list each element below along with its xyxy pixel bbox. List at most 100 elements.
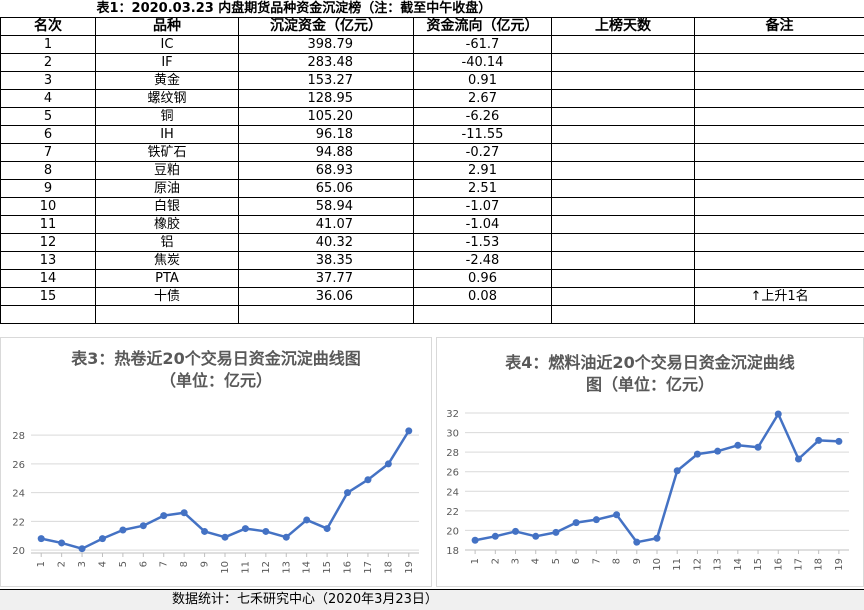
cell-note [695,54,864,72]
x-tick-label: 19 [834,558,845,571]
cell-flow: 0.08 [414,288,552,306]
cell-note [695,72,864,90]
header-flow: 资金流向（亿元） [414,18,552,36]
data-point [532,533,539,540]
x-tick-label: 5 [118,561,129,567]
cell-name: 铜 [96,108,239,126]
y-tick-label: 20 [12,546,25,557]
cell-name: 黄金 [96,72,239,90]
cell-note [695,180,864,198]
x-tick-label: 9 [632,558,643,564]
cell-note [695,144,864,162]
cell-name: 白银 [96,198,239,216]
x-tick-label: 7 [591,558,602,564]
x-tick-label: 7 [159,561,170,567]
cell-amount: 36.06 [239,288,414,306]
data-point [385,460,392,467]
data-point [303,516,310,523]
cell-note [695,270,864,288]
cell-days [552,72,695,90]
cell-name: 橡胶 [96,216,239,234]
capital-ranking-table: 表1：2020.03.23 内盘期货品种资金沉淀榜（注：截至中午收盘） 名次 品… [0,0,864,324]
x-tick-label: 18 [814,558,825,571]
cell-amount: 37.77 [239,270,414,288]
x-tick-label: 12 [692,558,703,571]
table-title: 表1：2020.03.23 内盘期货品种资金沉淀榜（注：截至中午收盘） [1,0,695,18]
cell-rank: 12 [1,234,96,252]
cell-rank: 2 [1,54,96,72]
cell-days [552,144,695,162]
cell-rank: 9 [1,180,96,198]
cell-rank: 1 [1,36,96,54]
cell-days [552,270,695,288]
cell-rank: 6 [1,126,96,144]
cell-amount: 41.07 [239,216,414,234]
data-point [222,534,229,541]
x-tick-label: 12 [261,561,272,574]
data-point [492,533,499,540]
cell-amount: 128.95 [239,90,414,108]
data-point [262,528,269,535]
cell-rank: 14 [1,270,96,288]
data-point [242,525,249,532]
footer: 数据统计：七禾研究中心（2020年3月23日） [0,589,864,610]
cell-rank: 7 [1,144,96,162]
x-tick-label: 9 [200,561,211,567]
cell-flow: -11.55 [414,126,552,144]
data-point [201,528,208,535]
data-point [714,448,721,455]
cell-note [695,198,864,216]
cell-note [695,36,864,54]
cell-note [695,108,864,126]
cell-days [552,216,695,234]
cell-amount: 65.06 [239,180,414,198]
data-point [795,455,802,462]
cell-amount: 105.20 [239,108,414,126]
data-point [38,535,45,542]
x-tick-label: 14 [302,561,313,574]
data-point [775,410,782,417]
cell-days [552,234,695,252]
cell-days [552,180,695,198]
cell-days [552,90,695,108]
cell-note [695,126,864,144]
cell-days [552,162,695,180]
cell-name: 焦炭 [96,252,239,270]
x-tick-label: 14 [733,558,744,571]
cell-name: 豆粕 [96,162,239,180]
x-tick-label: 15 [753,558,764,571]
data-point [674,467,681,474]
x-tick-label: 11 [672,558,683,571]
data-point [734,442,741,449]
cell-rank: 8 [1,162,96,180]
x-tick-label: 13 [281,561,292,574]
x-tick-label: 6 [138,561,149,567]
x-tick-label: 1 [470,558,481,564]
data-point [364,476,371,483]
cell-flow: 2.91 [414,162,552,180]
y-tick-label: 24 [446,487,459,498]
cell-note [695,162,864,180]
header-rank: 名次 [1,18,96,36]
header-note: 备注 [695,18,864,36]
cell-flow: -1.53 [414,234,552,252]
data-point [654,535,661,542]
cell-amount: 68.93 [239,162,414,180]
x-tick-label: 11 [240,561,251,574]
x-tick-label: 8 [612,558,623,564]
cell-amount: 94.88 [239,144,414,162]
data-point [119,527,126,534]
cell-flow: -61.7 [414,36,552,54]
x-tick-label: 18 [383,561,394,574]
cell-rank: 13 [1,252,96,270]
x-tick-label: 17 [793,558,804,571]
